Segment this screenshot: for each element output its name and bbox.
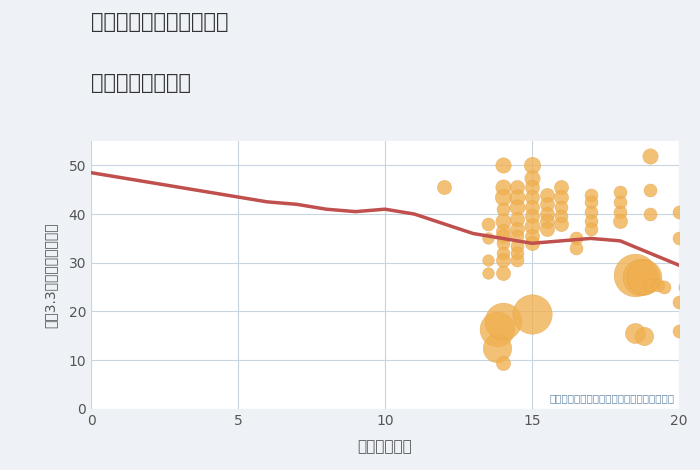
Point [497,240,508,247]
Point [497,269,508,276]
Point [541,191,552,198]
Point [585,191,596,198]
Point [497,193,508,201]
Point [629,329,641,337]
Point [644,210,655,218]
Point [482,220,493,227]
X-axis label: 駅距離（分）: 駅距離（分） [358,439,412,454]
Point [615,188,626,196]
Point [491,344,503,352]
Point [638,332,650,340]
Point [512,193,523,201]
Point [585,225,596,233]
Point [556,203,567,211]
Point [497,359,508,367]
Point [659,283,670,291]
Point [497,205,508,213]
Point [497,317,508,325]
Point [497,232,508,240]
Point [526,222,538,230]
Point [635,274,646,281]
Point [629,271,641,279]
Point [556,213,567,220]
Point [673,298,685,306]
Point [615,208,626,215]
Point [541,201,552,208]
Point [644,281,655,289]
Point [497,249,508,257]
Point [541,218,552,225]
Point [438,183,449,191]
Point [497,162,508,169]
Point [497,227,508,235]
Point [526,240,538,247]
Point [615,198,626,206]
Point [541,225,552,233]
Point [644,186,655,194]
Point [482,235,493,242]
Point [556,183,567,191]
Point [497,257,508,264]
Point [673,327,685,335]
Point [491,325,503,332]
Point [673,235,685,242]
Y-axis label: 坪（3.3㎡）単価（万円）: 坪（3.3㎡）単価（万円） [43,222,57,328]
Point [585,218,596,225]
Point [526,213,538,220]
Point [512,232,523,240]
Point [497,183,508,191]
Point [526,203,538,211]
Point [512,183,523,191]
Point [638,274,650,281]
Point [512,242,523,250]
Point [512,215,523,223]
Point [512,257,523,264]
Point [644,152,655,159]
Point [526,183,538,191]
Point [585,198,596,206]
Point [615,218,626,225]
Point [526,162,538,169]
Point [497,218,508,225]
Point [512,249,523,257]
Point [526,174,538,181]
Point [570,235,582,242]
Point [653,281,664,289]
Text: 円の大きさは、取引のあった物件面積を示す: 円の大きさは、取引のあった物件面積を示す [550,393,675,403]
Point [556,220,567,227]
Point [482,269,493,276]
Point [679,283,690,291]
Point [526,310,538,318]
Point [526,193,538,201]
Point [585,208,596,215]
Point [556,193,567,201]
Point [541,210,552,218]
Point [526,232,538,240]
Text: 神奈川県伊勢原市板戸の: 神奈川県伊勢原市板戸の [91,12,228,32]
Point [570,244,582,252]
Point [482,257,493,264]
Point [512,225,523,233]
Point [512,203,523,211]
Point [673,208,685,215]
Text: 駅距離別土地価格: 駅距離別土地価格 [91,73,191,93]
